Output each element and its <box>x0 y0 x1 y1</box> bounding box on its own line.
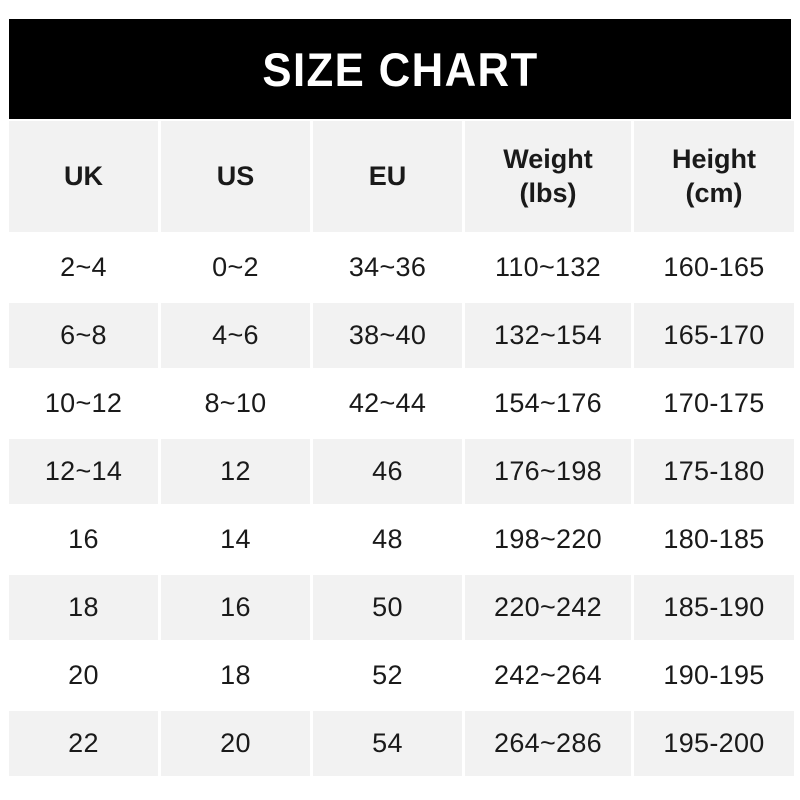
column-header-weight-line-1: Weight <box>503 143 593 174</box>
cell-eu: 34~36 <box>313 235 462 300</box>
column-header-uk: UK <box>9 121 158 232</box>
table-row: 18 16 50 220~242 185-190 <box>9 575 794 640</box>
cell-uk: 6~8 <box>9 303 158 368</box>
table-header: UK US EU Weight (lbs) Height (cm) <box>9 121 794 232</box>
cell-weight: 198~220 <box>465 507 631 572</box>
cell-height: 160-165 <box>634 235 794 300</box>
cell-uk: 20 <box>9 643 158 708</box>
cell-uk: 16 <box>9 507 158 572</box>
cell-uk: 18 <box>9 575 158 640</box>
cell-uk: 2~4 <box>9 235 158 300</box>
table-row: 20 18 52 242~264 190-195 <box>9 643 794 708</box>
column-header-weight: Weight (lbs) <box>465 121 631 232</box>
table-row: 22 20 54 264~286 195-200 <box>9 711 794 776</box>
table-row: 2~4 0~2 34~36 110~132 160-165 <box>9 235 794 300</box>
cell-uk: 22 <box>9 711 158 776</box>
cell-height: 165-170 <box>634 303 794 368</box>
size-chart-table: UK US EU Weight (lbs) Height (cm) <box>6 118 797 779</box>
cell-height: 175-180 <box>634 439 794 504</box>
cell-eu: 48 <box>313 507 462 572</box>
cell-height: 185-190 <box>634 575 794 640</box>
cell-height: 170-175 <box>634 371 794 436</box>
column-header-height-line-1: Height <box>672 143 756 174</box>
column-header-weight-line-2: (lbs) <box>519 177 577 208</box>
title-bar: SIZE CHART <box>9 19 791 119</box>
column-header-eu-line-1: EU <box>368 160 407 191</box>
table-body: 2~4 0~2 34~36 110~132 160-165 6~8 4~6 38… <box>9 235 794 776</box>
cell-weight: 110~132 <box>465 235 631 300</box>
column-header-us: US <box>161 121 310 232</box>
cell-us: 4~6 <box>161 303 310 368</box>
cell-us: 8~10 <box>161 371 310 436</box>
cell-weight: 220~242 <box>465 575 631 640</box>
cell-weight: 242~264 <box>465 643 631 708</box>
cell-eu: 52 <box>313 643 462 708</box>
table-row: 12~14 12 46 176~198 175-180 <box>9 439 794 504</box>
cell-height: 190-195 <box>634 643 794 708</box>
cell-us: 18 <box>161 643 310 708</box>
cell-uk: 10~12 <box>9 371 158 436</box>
cell-eu: 50 <box>313 575 462 640</box>
cell-eu: 54 <box>313 711 462 776</box>
cell-weight: 154~176 <box>465 371 631 436</box>
table-row: 16 14 48 198~220 180-185 <box>9 507 794 572</box>
cell-eu: 46 <box>313 439 462 504</box>
column-header-height-line-2: (cm) <box>685 177 743 208</box>
cell-us: 16 <box>161 575 310 640</box>
cell-eu: 38~40 <box>313 303 462 368</box>
cell-eu: 42~44 <box>313 371 462 436</box>
cell-us: 0~2 <box>161 235 310 300</box>
column-header-uk-line-1: UK <box>64 160 103 191</box>
cell-weight: 132~154 <box>465 303 631 368</box>
cell-weight: 264~286 <box>465 711 631 776</box>
size-chart-container: SIZE CHART UK US EU Weight <box>9 19 794 779</box>
cell-height: 180-185 <box>634 507 794 572</box>
table-row: 6~8 4~6 38~40 132~154 165-170 <box>9 303 794 368</box>
table-row: 10~12 8~10 42~44 154~176 170-175 <box>9 371 794 436</box>
cell-us: 14 <box>161 507 310 572</box>
column-header-eu: EU <box>313 121 462 232</box>
cell-us: 20 <box>161 711 310 776</box>
cell-uk: 12~14 <box>9 439 158 504</box>
column-header-us-line-1: US <box>216 160 255 191</box>
cell-us: 12 <box>161 439 310 504</box>
page-title: SIZE CHART <box>261 42 539 96</box>
column-header-height: Height (cm) <box>634 121 794 232</box>
table-header-row: UK US EU Weight (lbs) Height (cm) <box>9 121 794 232</box>
cell-weight: 176~198 <box>465 439 631 504</box>
cell-height: 195-200 <box>634 711 794 776</box>
